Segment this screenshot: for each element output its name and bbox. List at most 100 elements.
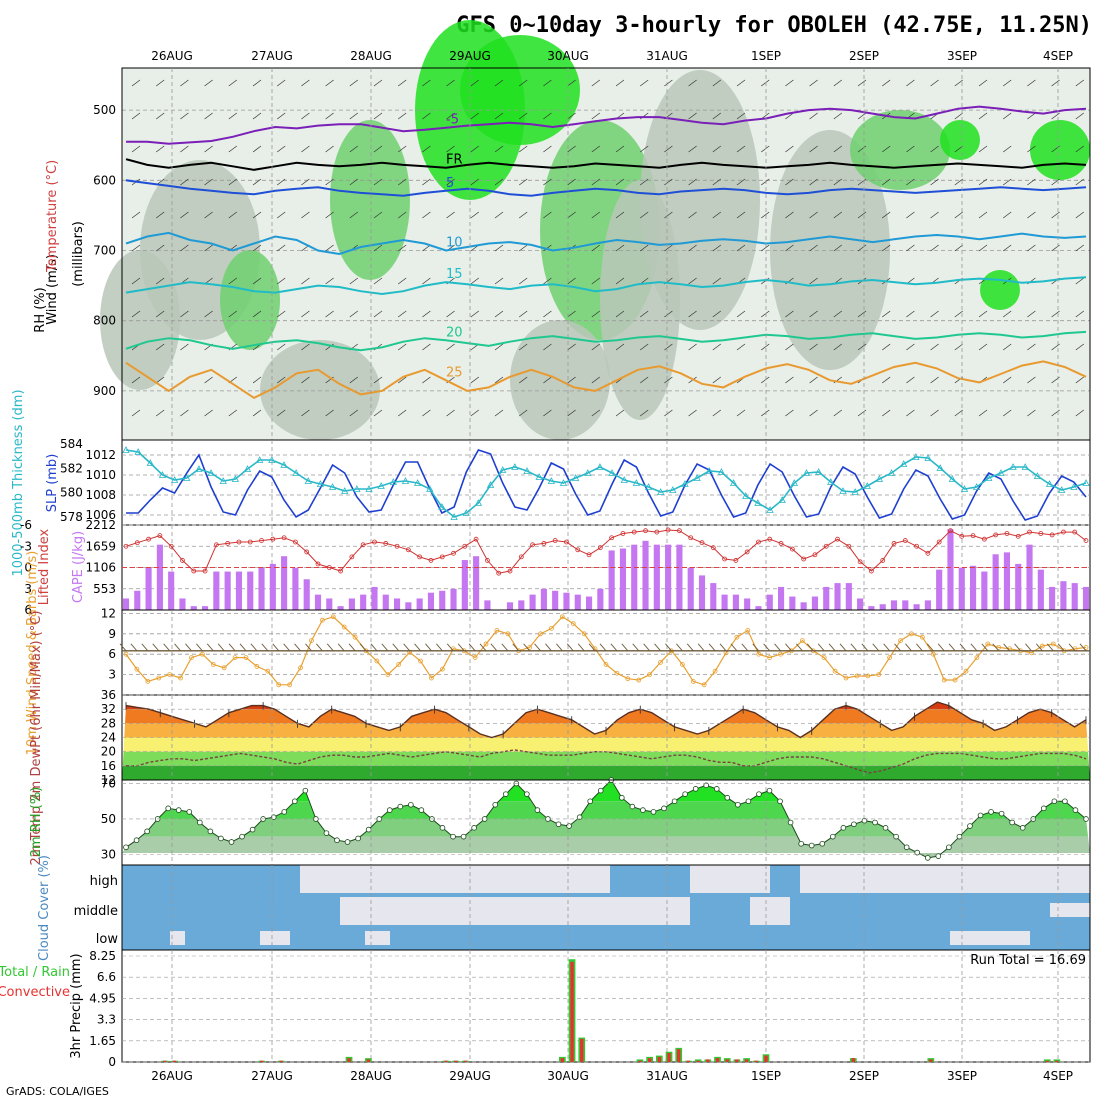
temp-band xyxy=(122,765,1090,780)
li-point xyxy=(428,558,434,563)
upper-wind-barb xyxy=(494,343,504,351)
upper-wind-barb xyxy=(180,409,189,417)
upper-ytick: 700 xyxy=(93,243,116,257)
upper-wind-barb xyxy=(373,244,383,252)
upper-wind-barb xyxy=(906,343,915,351)
upper-wind-barb xyxy=(785,211,794,219)
upper-wind-barb xyxy=(785,310,794,318)
upper-wind-barb xyxy=(204,112,213,120)
upper-wind-barb xyxy=(470,211,480,219)
li-point xyxy=(902,538,908,543)
cape-bar xyxy=(676,544,683,610)
top-date-label: 29AUG xyxy=(449,49,491,63)
li-point xyxy=(259,538,264,543)
rh-point xyxy=(619,794,625,801)
wind-speed-point xyxy=(156,675,162,681)
wind-speed-point xyxy=(374,658,380,664)
wind-barb xyxy=(468,643,476,652)
precip-frame xyxy=(121,949,1091,1063)
li-point xyxy=(417,554,423,560)
li-point xyxy=(146,536,151,542)
upper-wind-barb xyxy=(422,343,431,351)
thickness-point xyxy=(669,486,677,493)
li-point xyxy=(857,559,863,565)
wind-speed-point xyxy=(919,634,925,640)
upper-wind-barb xyxy=(349,178,359,186)
upper-wind-barb xyxy=(446,211,455,219)
upper-wind-barb xyxy=(518,343,528,351)
upper-contour-label: 5 xyxy=(446,176,454,191)
wind-speed-point xyxy=(276,682,282,688)
upper-wind-barb xyxy=(349,112,359,120)
upper-wind-barb xyxy=(978,112,988,120)
wind-barb xyxy=(763,643,770,652)
cape-bar xyxy=(766,594,773,610)
wind-speed-point xyxy=(625,676,631,682)
wind-barb xyxy=(217,643,225,652)
upper-wind-barb xyxy=(1027,211,1036,219)
precip-ytick: 4.95 xyxy=(89,991,116,1005)
cape-ylabel-right: CAPE (J/kg) xyxy=(71,531,86,603)
upper-ytick: 600 xyxy=(93,173,116,187)
upper-wind-barb xyxy=(1075,211,1085,219)
upper-wind-barb xyxy=(615,211,625,219)
cape-bar xyxy=(924,600,931,610)
precip-legend-conv: Convective xyxy=(0,985,70,1000)
li-point xyxy=(948,528,953,534)
wind-ytick: 9 xyxy=(108,627,116,641)
li-point xyxy=(349,554,355,560)
thickness-point xyxy=(316,480,325,487)
upper-wind-barb xyxy=(518,277,528,285)
upper-wind-barb xyxy=(954,244,964,252)
upper-wind-barb xyxy=(567,79,576,87)
upper-wind-barb xyxy=(833,112,843,120)
upper-wind-barb xyxy=(954,79,964,87)
upper-wind-barb xyxy=(204,145,213,153)
rh-point xyxy=(587,798,593,805)
cape-bar xyxy=(913,604,920,610)
upper-wind-barb xyxy=(712,79,722,87)
wind-barb xyxy=(479,643,487,652)
upper-wind-barb xyxy=(809,277,818,285)
rh-point xyxy=(840,825,847,831)
upper-wind-barb xyxy=(1075,178,1085,186)
upper-wind-barb xyxy=(1002,145,1012,153)
thickness-point xyxy=(559,479,568,486)
thickness-point xyxy=(535,473,543,480)
thickness-point xyxy=(304,477,312,484)
upper-wind-barb xyxy=(712,244,722,252)
upper-wind-barb xyxy=(155,310,165,318)
upper-wind-barb xyxy=(204,211,213,219)
li-point xyxy=(1083,538,1089,543)
upper-wind-barb xyxy=(155,211,165,219)
cloud-gap xyxy=(690,865,770,893)
upper-wind-barb xyxy=(688,244,697,252)
upper-wind-barb xyxy=(1051,310,1060,318)
upper-wind-barb xyxy=(1027,409,1036,417)
bottom-date-label: 29AUG xyxy=(449,1069,491,1083)
thickness-point xyxy=(341,487,349,494)
li-point xyxy=(462,543,468,549)
rh-point xyxy=(418,807,425,813)
upper-wind-barb xyxy=(470,376,480,384)
thickness-point xyxy=(1033,472,1042,479)
rh-point xyxy=(640,807,646,813)
cape-ytick-left: 6 xyxy=(24,603,32,617)
upper-wind-barb xyxy=(760,409,770,417)
upper-wind-barb xyxy=(131,112,141,120)
cape-bar xyxy=(326,598,333,610)
li-point xyxy=(1061,529,1066,535)
cape-bar xyxy=(529,594,536,610)
bottom-date-label: 31AUG xyxy=(646,1069,688,1083)
wind-barb xyxy=(621,643,629,652)
upper-wind-barb xyxy=(978,310,988,318)
precip-conv-bar xyxy=(715,1058,720,1062)
upper-contour-label: 25 xyxy=(446,365,463,380)
wind-barb xyxy=(697,643,705,652)
upper-wind-barb xyxy=(736,409,746,417)
upper-wind-barb xyxy=(276,343,286,351)
upper-wind-barb xyxy=(1075,145,1085,153)
upper-wind-barb xyxy=(760,376,770,384)
precip-conv-bar xyxy=(1045,1060,1049,1062)
